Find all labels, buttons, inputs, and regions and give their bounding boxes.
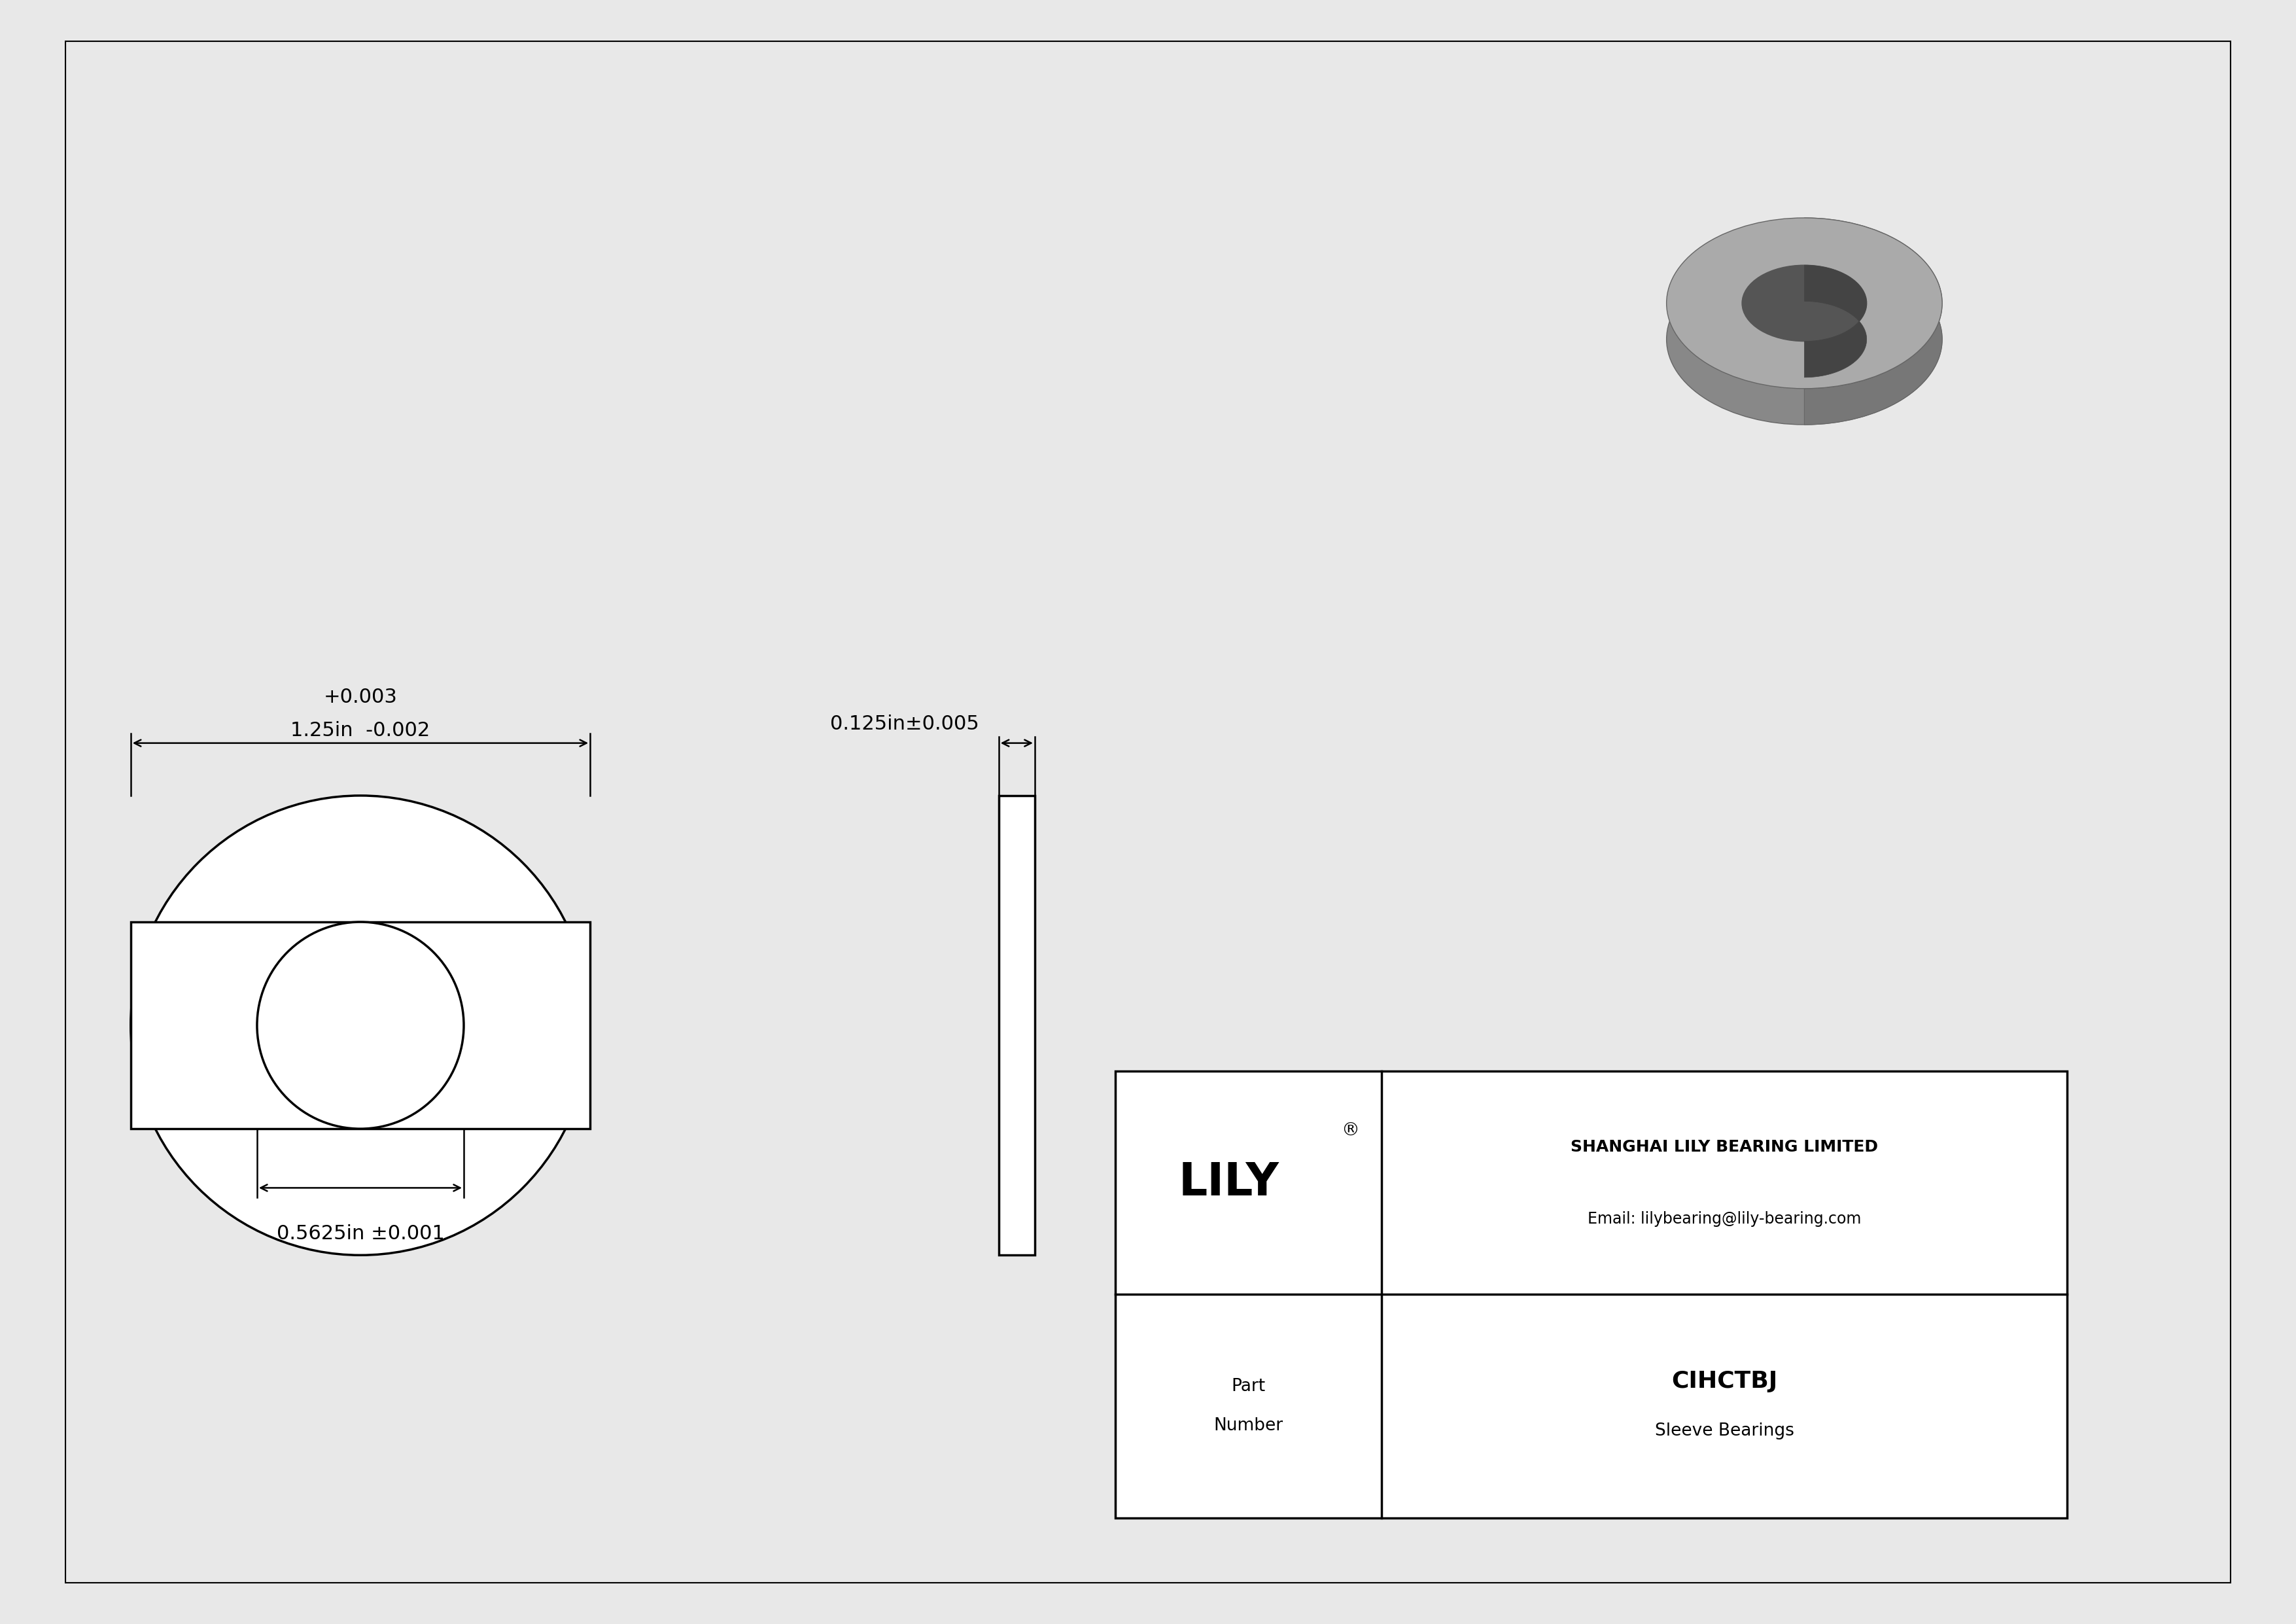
Text: Sleeve Bearings: Sleeve Bearings [1655, 1423, 1793, 1439]
Text: Part: Part [1231, 1377, 1265, 1395]
Bar [1116, 1072, 2066, 1518]
Text: SHANGHAI LILY BEARING LIMITED: SHANGHAI LILY BEARING LIMITED [1570, 1138, 1878, 1155]
Text: ®: ® [1341, 1121, 1359, 1140]
Circle shape [257, 922, 464, 1129]
Ellipse shape [1667, 253, 1942, 424]
Text: Number: Number [1215, 1418, 1283, 1434]
Bar [131, 922, 590, 1129]
Text: CIHCTBJ: CIHCTBJ [1671, 1371, 1777, 1392]
Ellipse shape [1667, 218, 1942, 388]
Polygon shape [1805, 218, 1942, 424]
Polygon shape [1805, 265, 1867, 377]
Text: +0.003: +0.003 [324, 689, 397, 706]
Circle shape [131, 796, 590, 1255]
Bar [999, 796, 1035, 1255]
Text: 1.25in  -0.002: 1.25in -0.002 [292, 721, 429, 741]
Text: 0.125in±0.005: 0.125in±0.005 [831, 715, 978, 732]
Text: Email: lilybearing@lily-bearing.com: Email: lilybearing@lily-bearing.com [1587, 1212, 1862, 1226]
Ellipse shape [1743, 265, 1867, 341]
Text: 0.5625in ±0.001: 0.5625in ±0.001 [276, 1224, 445, 1242]
Text: LILY: LILY [1178, 1161, 1279, 1205]
